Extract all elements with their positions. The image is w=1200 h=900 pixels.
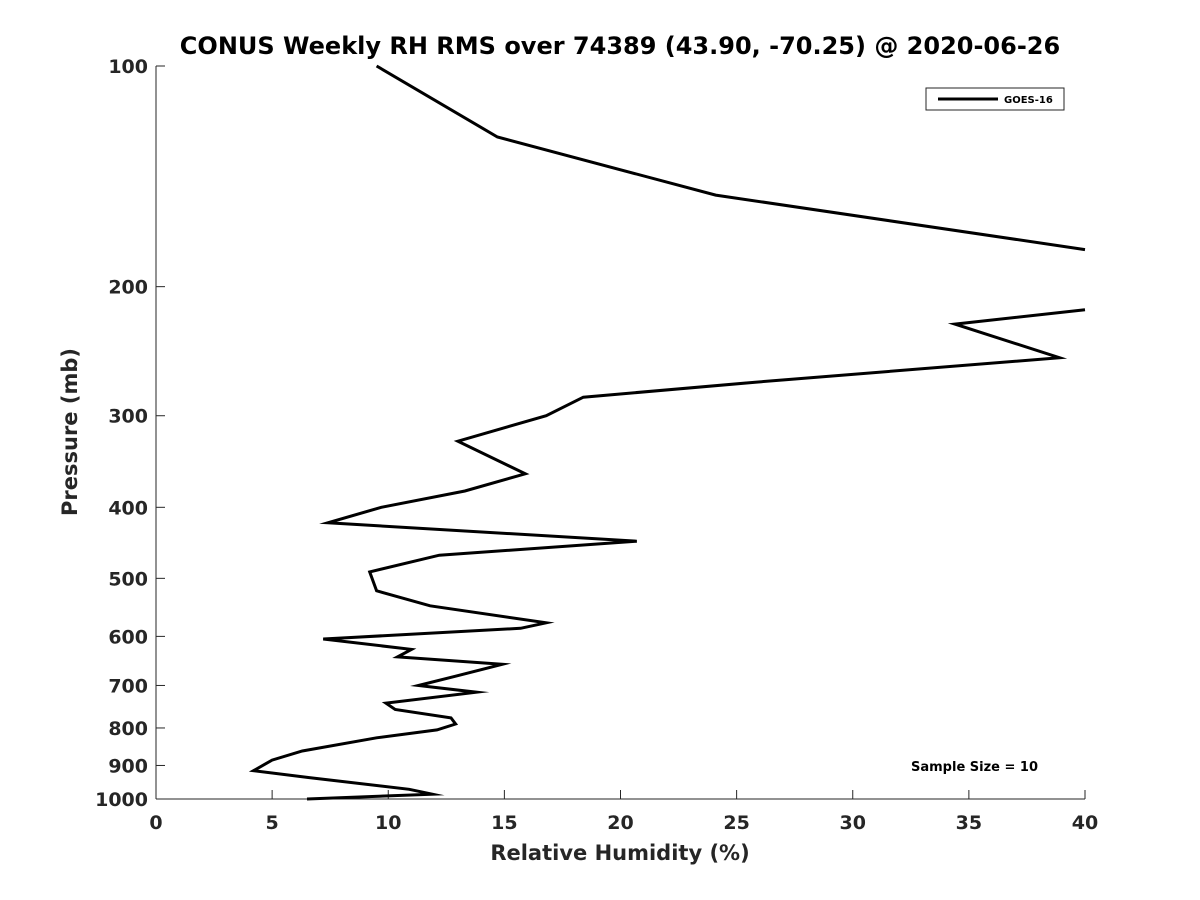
sample-size-annotation: Sample Size = 10	[911, 760, 1038, 775]
y-tick-label: 900	[108, 755, 148, 777]
x-tick-label: 40	[1072, 812, 1098, 834]
chart-title: CONUS Weekly RH RMS over 74389 (43.90, -…	[180, 32, 1060, 60]
y-tick-label: 400	[108, 497, 148, 519]
y-axis-label: Pressure (mb)	[58, 348, 82, 516]
y-tick-label: 300	[108, 406, 148, 428]
axes: 0 5 10 15 20 25 30 35 40 100 200 300 400 500 600 700 800…	[95, 56, 1098, 834]
x-tick-label: 30	[840, 812, 866, 834]
x-tick-label: 35	[956, 812, 982, 834]
y-tick-label: 500	[108, 568, 148, 590]
y-tick-label: 100	[108, 56, 148, 78]
series-line-goes-16-segment-2	[248, 308, 1086, 801]
y-tick-label: 700	[108, 675, 148, 697]
x-tick-label: 15	[491, 812, 517, 834]
x-tick-label: 25	[723, 812, 749, 834]
y-tick-label: 1000	[95, 789, 148, 811]
x-tick-label: 5	[266, 812, 279, 834]
legend-label-goes-16: GOES-16	[1004, 95, 1053, 106]
series-group	[248, 64, 1086, 801]
x-tick-label: 10	[375, 812, 401, 834]
series-line-goes-16-segment-1	[375, 64, 1086, 252]
y-tick-label: 800	[108, 718, 148, 740]
y-tick-label: 200	[108, 277, 148, 299]
legend: GOES-16	[925, 87, 1065, 111]
x-axis-label: Relative Humidity (%)	[490, 841, 749, 865]
y-tick-label: 600	[108, 626, 148, 648]
x-tick-label: 20	[607, 812, 633, 834]
x-tick-label: 0	[149, 812, 162, 834]
